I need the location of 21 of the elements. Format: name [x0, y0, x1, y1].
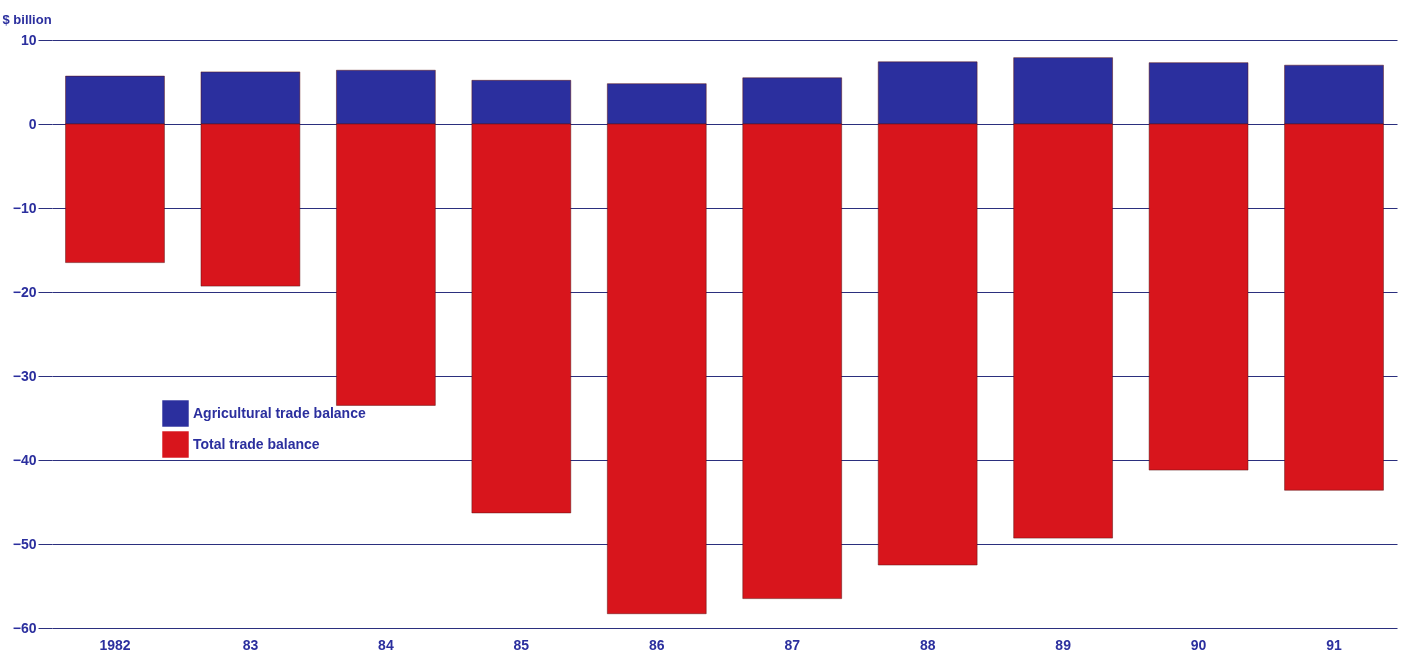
x-tick-label: 88 [919, 636, 936, 653]
y-tick-label: −30 [12, 367, 37, 384]
x-tick-label: 85 [513, 636, 530, 653]
y-tick-label: −40 [12, 451, 37, 468]
x-tick-label: 86 [648, 636, 665, 653]
x-tick-label: 89 [1055, 636, 1072, 653]
x-tick-label: 87 [784, 636, 801, 653]
y-tick-label: 0 [28, 115, 37, 132]
y-tick-label: −10 [12, 199, 37, 216]
x-tick-label: 1982 [99, 636, 131, 653]
x-tick-label: 90 [1190, 636, 1207, 653]
x-tick-label: 91 [1326, 636, 1343, 653]
x-tick-label: 84 [378, 636, 394, 653]
y-axis-title: $ billion [2, 11, 52, 27]
y-tick-label: 10 [20, 31, 37, 48]
y-tick-label: −60 [12, 619, 37, 636]
x-tick-label: 83 [242, 636, 259, 653]
y-tick-label: −20 [12, 283, 37, 300]
legend-label: Agricultural trade balance [193, 404, 366, 421]
y-tick-label: −50 [12, 535, 37, 552]
legend-label: Total trade balance [193, 435, 320, 452]
